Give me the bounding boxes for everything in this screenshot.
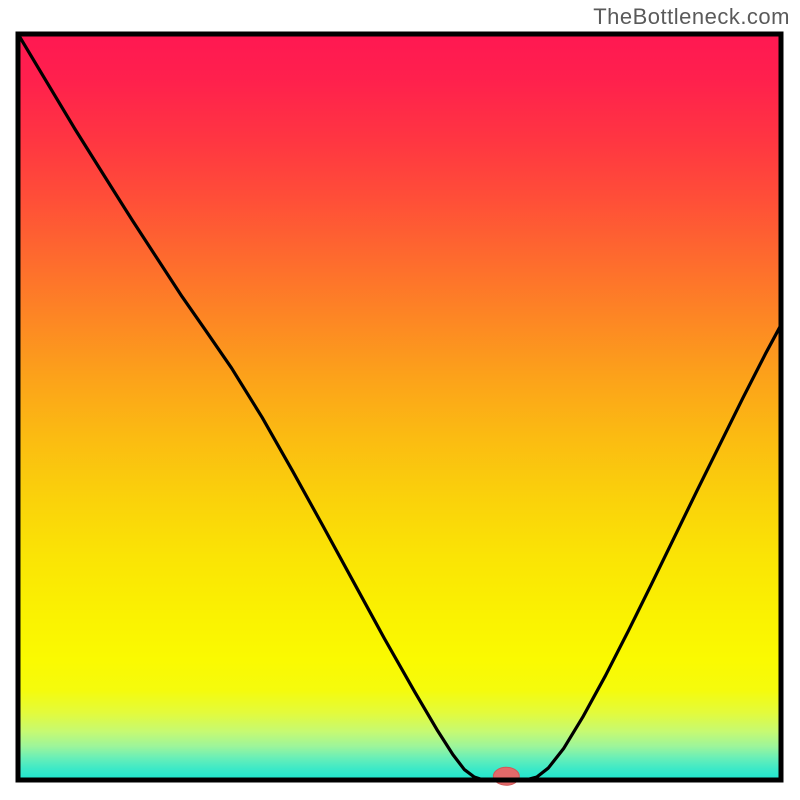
optimal-marker — [493, 767, 519, 785]
chart-container: { "watermark": { "text": "TheBottleneck.… — [0, 0, 800, 800]
bottleneck-chart — [0, 0, 800, 800]
watermark-text: TheBottleneck.com — [593, 4, 790, 30]
plot-area — [18, 34, 781, 785]
